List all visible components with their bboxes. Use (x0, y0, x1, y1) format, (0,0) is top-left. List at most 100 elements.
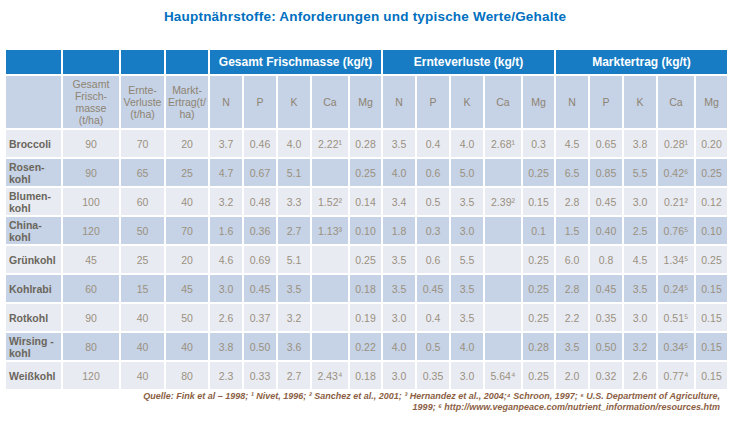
value-cell: 3.2 (623, 332, 657, 361)
value-cell (484, 332, 522, 361)
value-cell: 0.25 (522, 274, 555, 303)
value-cell: 5.64⁴ (484, 361, 522, 390)
value-cell: 4.0 (450, 129, 484, 158)
value-cell: 70 (165, 216, 209, 245)
page-title: Hauptnährstoffe: Anforderungen und typis… (0, 0, 730, 24)
value-cell: 2.43⁴ (311, 361, 349, 390)
value-cell: 0.15 (522, 187, 555, 216)
value-cell: 0.5 (416, 187, 450, 216)
col-header-n: N (555, 75, 589, 129)
table-row: Broccoli9070203.70.464.02.22¹0.283.50.44… (5, 129, 728, 158)
value-cell: 0.18 (349, 274, 382, 303)
value-cell: 3.5 (382, 245, 416, 274)
value-cell: 4.7 (209, 158, 243, 187)
value-cell: 3.5 (382, 274, 416, 303)
value-cell: 25 (120, 245, 165, 274)
corner-cell (5, 75, 62, 129)
value-cell: 0.12 (695, 187, 728, 216)
value-cell: 2.2 (555, 303, 589, 332)
header-spacer (5, 49, 62, 75)
value-cell: 2.0 (555, 361, 589, 390)
value-cell: 0.4 (416, 303, 450, 332)
value-cell (311, 303, 349, 332)
value-cell: 40 (120, 361, 165, 390)
value-cell: 60 (62, 274, 120, 303)
value-cell: 0.15 (695, 274, 728, 303)
header-spacer (120, 49, 165, 75)
value-cell: 3.0 (209, 274, 243, 303)
value-cell: 2.22¹ (311, 129, 349, 158)
group-header-row: Gesamt Frischmasse (kg/t) Ernteverluste … (5, 49, 728, 75)
value-cell: 5.1 (277, 158, 311, 187)
value-cell: 0.3 (416, 216, 450, 245)
value-cell: 3.4 (382, 187, 416, 216)
group-header-marktertrag: Marktertrag (kg/t) (555, 49, 728, 75)
value-cell: 3.2 (209, 187, 243, 216)
group-header-ernteverluste: Ernteverluste (kg/t) (382, 49, 555, 75)
value-cell: 40 (165, 332, 209, 361)
value-cell: 5.1 (277, 245, 311, 274)
value-cell: 2.5 (623, 216, 657, 245)
value-cell: 0.19 (349, 303, 382, 332)
value-cell: 0.25 (349, 158, 382, 187)
value-cell: 15 (120, 274, 165, 303)
value-cell: 0.15 (695, 303, 728, 332)
value-cell: 120 (62, 361, 120, 390)
value-cell: 80 (62, 332, 120, 361)
col-header-mg: Mg (522, 75, 555, 129)
value-cell: 0.21² (657, 187, 695, 216)
value-cell: 50 (120, 216, 165, 245)
table-row: Grünkohl4525204.60.695.10.253.50.65.50.2… (5, 245, 728, 274)
row-label: Broccoli (5, 129, 62, 158)
value-cell: 4.0 (277, 129, 311, 158)
value-cell: 0.28 (349, 129, 382, 158)
value-cell: 3.0 (382, 361, 416, 390)
value-cell: 0.46 (243, 129, 277, 158)
value-cell: 5.0 (450, 158, 484, 187)
value-cell: 1.34⁵ (657, 245, 695, 274)
value-cell: 6.5 (555, 158, 589, 187)
value-cell: 0.5 (416, 332, 450, 361)
header-spacer (165, 49, 209, 75)
table-row: China- kohl12050701.60.362.71.13³0.101.8… (5, 216, 728, 245)
row-label: Blumen- kohl (5, 187, 62, 216)
value-cell: 0.42⁶ (657, 158, 695, 187)
value-cell: 0.35 (589, 303, 623, 332)
value-cell (484, 158, 522, 187)
value-cell: 80 (165, 361, 209, 390)
value-cell: 0.22 (349, 332, 382, 361)
value-cell (484, 216, 522, 245)
value-cell: 0.45 (589, 187, 623, 216)
value-cell: 4.0 (450, 332, 484, 361)
value-cell: 3.5 (277, 274, 311, 303)
value-cell: 90 (62, 129, 120, 158)
value-cell: 0.77⁴ (657, 361, 695, 390)
value-cell: 3.5 (450, 274, 484, 303)
row-label: Rosen- kohl (5, 158, 62, 187)
value-cell: 20 (165, 245, 209, 274)
value-cell: 0.40 (589, 216, 623, 245)
value-cell: 0.25 (522, 158, 555, 187)
value-cell: 1.52² (311, 187, 349, 216)
value-cell: 3.2 (277, 303, 311, 332)
value-cell: 3.0 (450, 361, 484, 390)
value-cell: 20 (165, 129, 209, 158)
value-cell: 60 (120, 187, 165, 216)
value-cell: 0.14 (349, 187, 382, 216)
value-cell (484, 303, 522, 332)
col-header-k: K (277, 75, 311, 129)
value-cell: 1.6 (209, 216, 243, 245)
value-cell: 0.25 (695, 245, 728, 274)
value-cell: 2.39² (484, 187, 522, 216)
value-cell: 0.76⁵ (657, 216, 695, 245)
value-cell: 100 (62, 187, 120, 216)
value-cell: 2.3 (209, 361, 243, 390)
value-cell (311, 158, 349, 187)
value-cell: 5.5 (623, 158, 657, 187)
value-cell: 0.28¹ (657, 129, 695, 158)
value-cell: 0.45 (416, 274, 450, 303)
table-row: Blumen- kohl10060403.20.483.31.52²0.143.… (5, 187, 728, 216)
value-cell: 0.10 (695, 216, 728, 245)
value-cell: 25 (165, 158, 209, 187)
col-header-ca: Ca (311, 75, 349, 129)
